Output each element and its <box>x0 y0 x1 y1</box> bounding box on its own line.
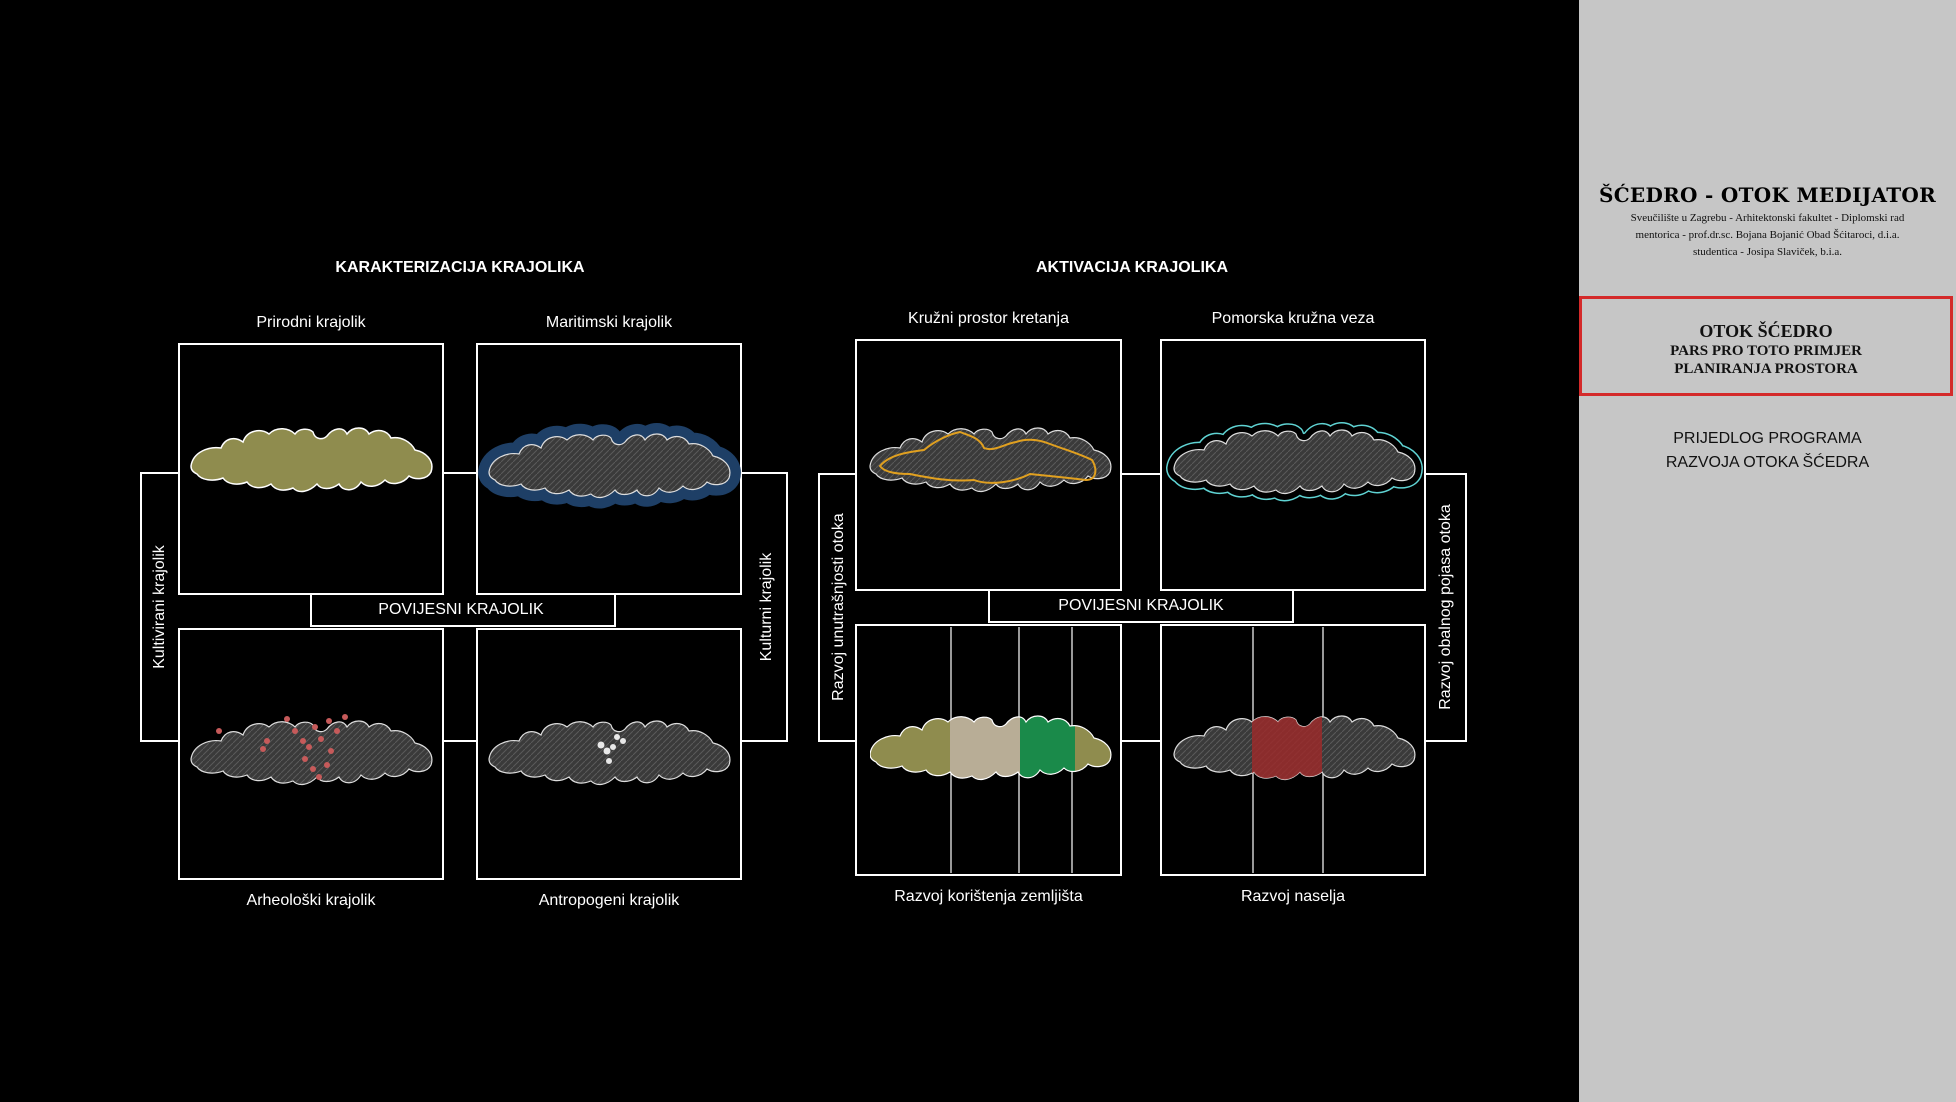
right-right-side-connector <box>1425 473 1467 742</box>
label-zemljiste: Razvoj korištenja zemljišta <box>894 888 1083 905</box>
left-side-connector <box>140 472 179 742</box>
center-connector <box>310 594 616 627</box>
label-kultivirani: Kultivirani krajolik <box>151 545 168 669</box>
label-kulturni: Kulturni krajolik <box>758 552 775 662</box>
sidebar-line-3: studentica - Josipa Slaviček, b.i.a. <box>1692 246 1843 258</box>
sidebar-title: ŠĆEDRO - OTOK MEDIJATOR <box>1598 183 1937 207</box>
box-line-3: PLANIRANJA PROSTORA <box>1674 361 1858 377</box>
label-antropogeni: Antropogeni krajolik <box>538 892 680 909</box>
sidebar-line-2: mentorica - prof.dr.sc. Bojana Bojanić O… <box>1635 229 1900 241</box>
right-side-connector <box>741 472 788 742</box>
panel-zemljiste <box>855 624 1122 876</box>
panel-maritimski <box>476 343 742 595</box>
right-center-connector <box>988 590 1294 623</box>
label-kruzni: Kružni prostor kretanja <box>908 310 1069 327</box>
panel-arheoloski <box>178 628 444 880</box>
sidebar-line-1: Sveučilište u Zagrebu - Arhitektonski fa… <box>1630 212 1905 224</box>
left-diagram <box>140 343 788 880</box>
label-unutrasnjost: Razvoj unutrašnjosti otoka <box>830 513 847 701</box>
box-title: OTOK ŠĆEDRO <box>1699 321 1833 341</box>
sidebar-highlight-box: OTOK ŠĆEDRO PARS PRO TOTO PRIMJER PLANIR… <box>1579 296 1953 396</box>
panel-naselja <box>1160 624 1426 876</box>
label-maritimski: Maritimski krajolik <box>545 314 673 331</box>
right-diagram <box>818 339 1467 876</box>
panel-prirodni <box>178 343 444 595</box>
heading-karakterizacija: KARAKTERIZACIJA KRAJOLIKA <box>335 259 585 276</box>
label-obalni: Razvoj obalnog pojasa otoka <box>1437 504 1454 710</box>
panel-kruzni <box>855 339 1122 591</box>
label-prirodni: Prirodni krajolik <box>256 314 366 331</box>
label-povijesni-right: POVIJESNI KRAJOLIK <box>1058 597 1224 614</box>
box-line-2: PARS PRO TOTO PRIMJER <box>1670 343 1862 359</box>
program-line-2: RAZVOJA OTOKA ŠĆEDRA <box>1665 454 1870 471</box>
island-arheoloski <box>190 714 433 786</box>
island-kruzni <box>869 427 1112 493</box>
right-left-side-connector <box>818 473 856 742</box>
heading-aktivacija: AKTIVACIJA KRAJOLIKA <box>1035 259 1228 276</box>
sidebar: ŠĆEDRO - OTOK MEDIJATOR Sveučilište u Za… <box>1579 0 1956 1102</box>
label-pomorska: Pomorska kružna veza <box>1211 310 1375 327</box>
label-arheoloski: Arheološki krajolik <box>246 892 376 909</box>
island-antropogeni <box>488 720 731 786</box>
panel-pomorska <box>1160 339 1426 591</box>
label-povijesni-left: POVIJESNI KRAJOLIK <box>378 601 544 618</box>
label-naselja: Razvoj naselja <box>1240 888 1346 905</box>
program-line-1: PRIJEDLOG PROGRAMA <box>1673 430 1862 447</box>
panel-antropogeni <box>476 628 742 880</box>
